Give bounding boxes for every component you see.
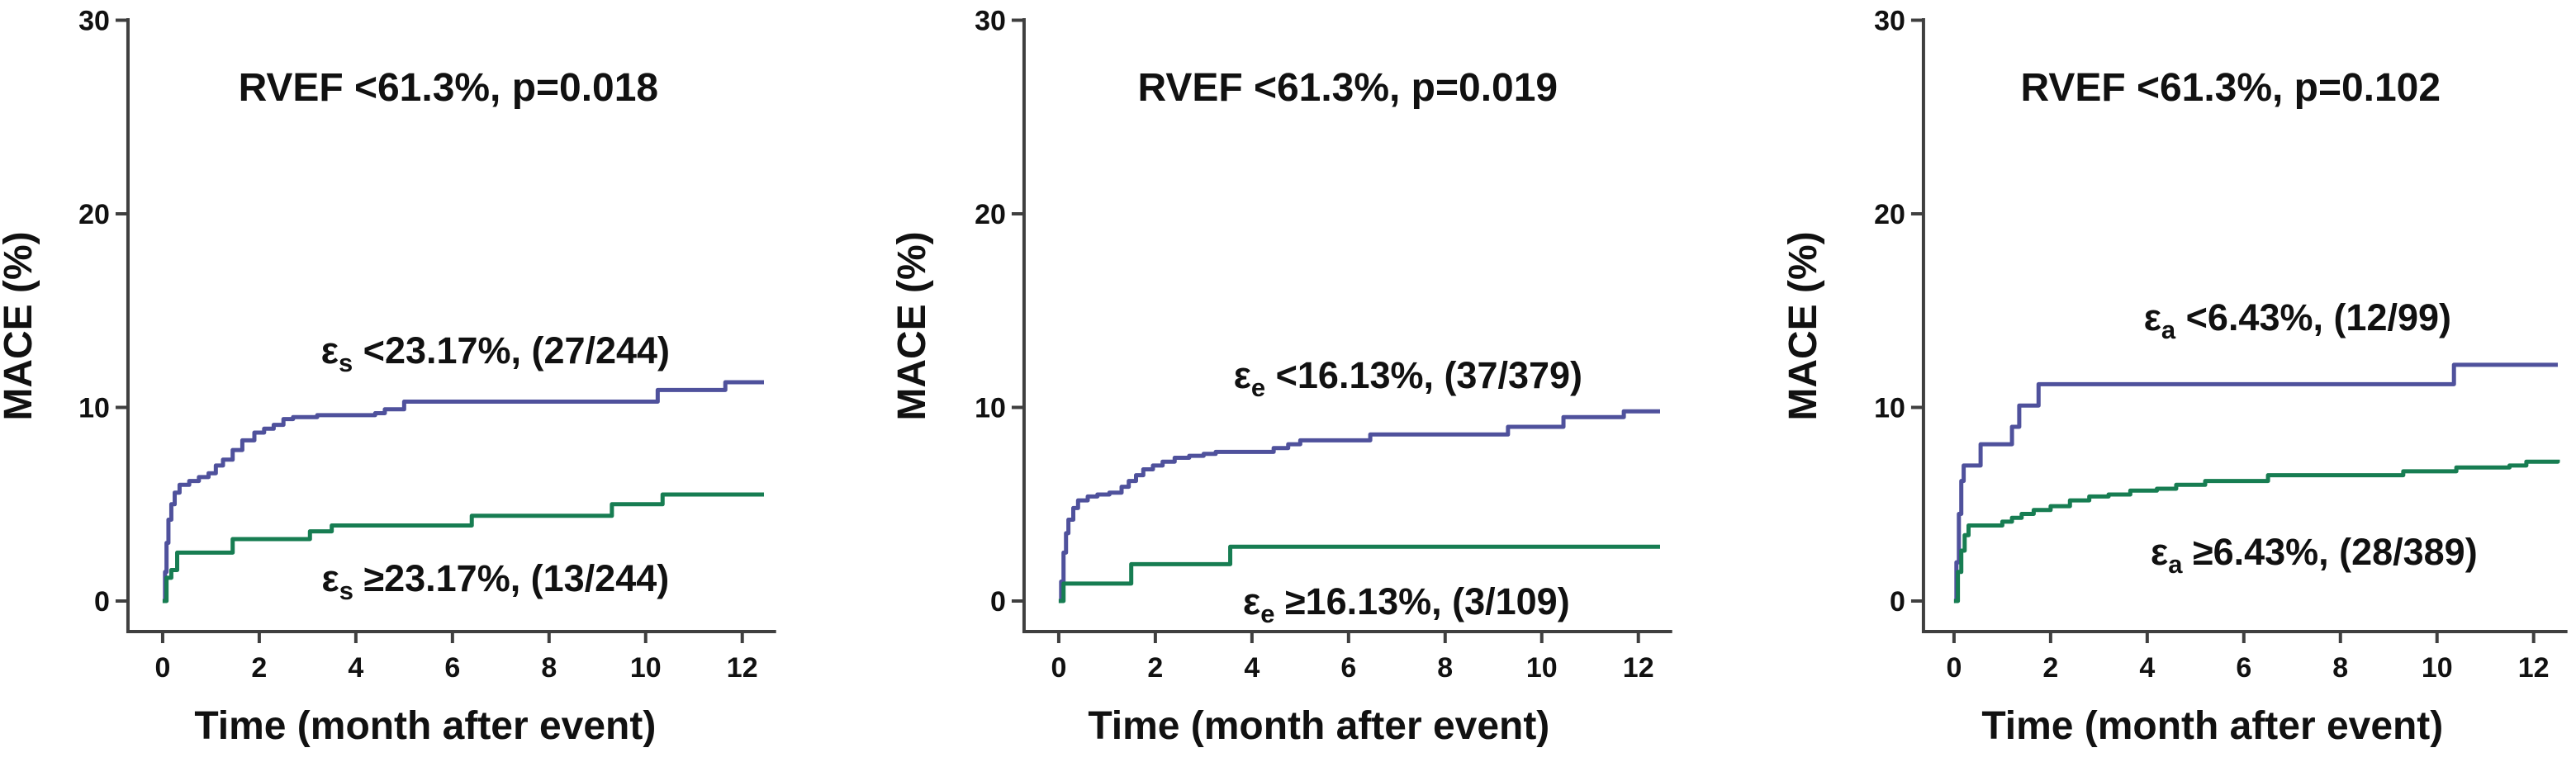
- x-tick-label: 2: [2043, 652, 2059, 684]
- panel-epsilon-a: 0 10 20 30 0 2 4 6 8 10 12 RVEF <61.3%, p=0.102 MACE…: [1717, 0, 2576, 762]
- x-tick-label: 0: [1051, 652, 1066, 684]
- x-tick-label: 6: [444, 652, 460, 684]
- curve-epsilon-s-above-cutoff: [162, 492, 765, 603]
- y-axis-label: MACE (%): [0, 231, 40, 420]
- axis-lines: [1922, 18, 2569, 633]
- x-axis-label: Time (month after event): [1982, 704, 2444, 748]
- curve-epsilon-e-below-cutoff: [1058, 409, 1660, 603]
- x-tick-label: 12: [2518, 652, 2550, 684]
- x-tick-label: 4: [348, 652, 363, 684]
- x-axis-label: Time (month after event): [1088, 704, 1549, 748]
- km-chart-svg: 0 10 20 30 0 2 4 6 8 10 12 RVEF <61.3%, p=0.019 MACE…: [890, 5, 1672, 748]
- series-label-epsilon-a-above-cutoff: εa ≥6.43%, (28/389): [2151, 531, 2478, 579]
- x-tick-label: 6: [1340, 652, 1356, 684]
- panel-epsilon-s: 0 10 20 30 0 2 4 6 8 10 12 RVEF <61.3%, p=0.018 MACE…: [0, 0, 859, 762]
- x-tick-label: 0: [154, 652, 170, 684]
- y-tick-label: 20: [975, 199, 1006, 230]
- y-tick-label: 30: [1874, 5, 1905, 36]
- y-axis-label: MACE (%): [1781, 231, 1825, 420]
- series-label-epsilon-a-below-cutoff: εa <6.43%, (12/99): [2144, 296, 2451, 344]
- y-tick-label: 10: [78, 392, 110, 424]
- x-tick-label: 10: [2422, 652, 2453, 684]
- series-label-epsilon-e-above-cutoff: εe ≥16.13%, (3/109): [1243, 580, 1570, 628]
- curve-epsilon-a-below-cutoff: [1954, 362, 2559, 603]
- x-tick-label: 0: [1947, 652, 1962, 684]
- y-tick-label: 30: [78, 5, 110, 36]
- x-tick-label: 2: [251, 652, 267, 684]
- x-tick-label: 12: [1622, 652, 1653, 684]
- chart-title: RVEF <61.3%, p=0.018: [239, 66, 659, 110]
- curve-epsilon-a-above-cutoff: [1954, 459, 2560, 603]
- x-tick-label: 4: [2140, 652, 2156, 684]
- km-chart-svg: 0 10 20 30 0 2 4 6 8 10 12 RVEF <61.3%, p=0.102 MACE…: [1781, 5, 2569, 748]
- x-tick-label: 4: [1244, 652, 1260, 684]
- x-axis-label: Time (month after event): [194, 704, 656, 748]
- series-label-epsilon-s-above-cutoff: εs ≥23.17%, (13/244): [321, 557, 669, 605]
- y-axis-label: MACE (%): [890, 231, 934, 420]
- panel-epsilon-e: 0 10 20 30 0 2 4 6 8 10 12 RVEF <61.3%, p=0.019 MACE…: [859, 0, 1718, 762]
- x-tick-label: 10: [1526, 652, 1558, 684]
- y-tick-label: 20: [78, 199, 110, 230]
- x-tick-label: 2: [1147, 652, 1163, 684]
- x-tick-label: 8: [2333, 652, 2349, 684]
- curve-epsilon-e-above-cutoff: [1058, 544, 1660, 603]
- x-tick-label: 8: [1437, 652, 1453, 684]
- y-tick-label: 20: [1874, 199, 1905, 230]
- series-label-epsilon-e-below-cutoff: εe <16.13%, (37/379): [1233, 354, 1582, 402]
- chart-title: RVEF <61.3%, p=0.102: [2021, 66, 2441, 110]
- y-tick-label: 30: [975, 5, 1006, 36]
- x-tick-label: 6: [2237, 652, 2252, 684]
- chart-title: RVEF <61.3%, p=0.019: [1137, 66, 1558, 110]
- km-chart-svg: 0 10 20 30 0 2 4 6 8 10 12 RVEF <61.3%, p=0.018 MACE…: [0, 5, 776, 748]
- x-tick-label: 8: [541, 652, 557, 684]
- x-tick-label: 12: [727, 652, 758, 684]
- curve-epsilon-s-below-cutoff: [162, 380, 765, 603]
- y-tick-label: 10: [975, 392, 1006, 424]
- y-tick-label: 0: [1890, 586, 1905, 618]
- y-tick-label: 10: [1874, 392, 1905, 424]
- axis-lines: [1022, 18, 1672, 633]
- series-label-epsilon-s-below-cutoff: εs <23.17%, (27/244): [321, 329, 670, 377]
- axis-lines: [126, 18, 776, 633]
- y-tick-label: 0: [94, 586, 110, 618]
- y-tick-label: 0: [990, 586, 1006, 618]
- x-tick-label: 10: [630, 652, 662, 684]
